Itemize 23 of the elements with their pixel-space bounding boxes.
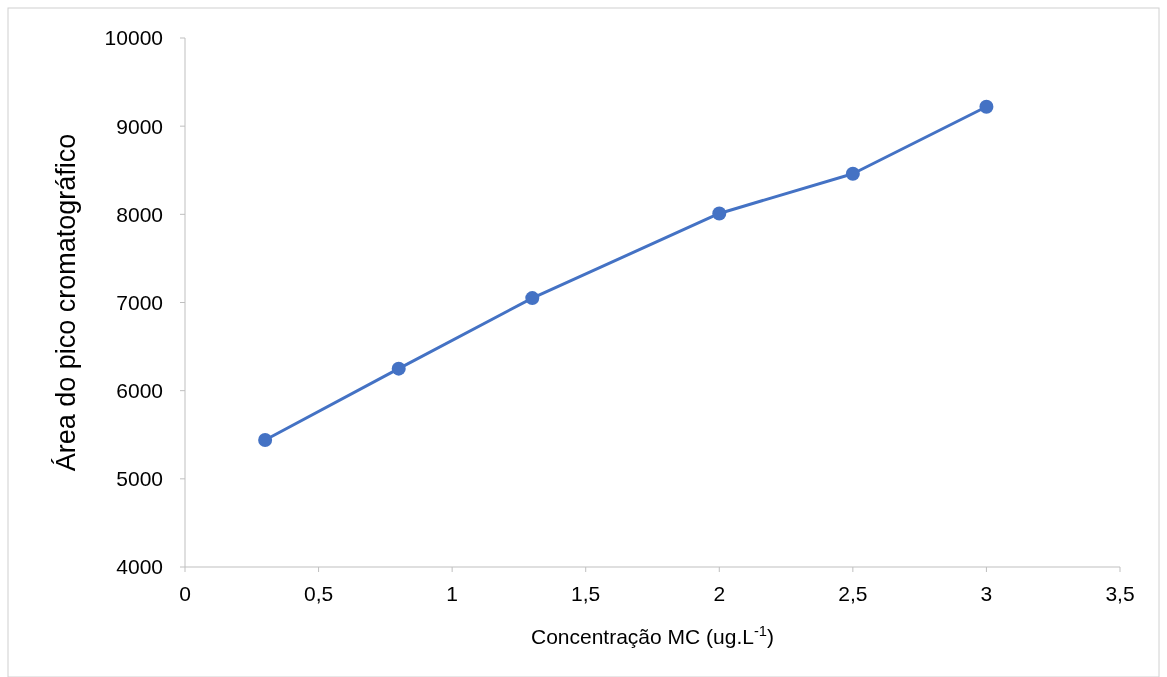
point	[391, 361, 406, 376]
x-tick-label: 3	[980, 582, 993, 605]
x-tick-label: 2,5	[838, 582, 868, 605]
x-axis-title: Concentração MC (ug.L$^{-1}$)	[530, 623, 775, 648]
y-tick-label: 9000	[116, 114, 163, 138]
y-axis-title: Área do pico cromatográfico	[51, 133, 81, 472]
x-tick-label: 1,5	[571, 582, 601, 605]
point	[712, 206, 727, 221]
point	[258, 433, 273, 448]
y-tick-label: 8000	[116, 202, 163, 226]
y-tick-label: 7000	[116, 290, 163, 314]
point	[525, 291, 540, 306]
y-tick-label: 6000	[116, 379, 163, 403]
y-tick-label: 5000	[116, 467, 163, 491]
x-tick-label: 0	[179, 582, 191, 605]
x-tick-label: 2	[713, 582, 726, 605]
x-tick-label: 1	[446, 582, 458, 605]
x-tick-label: 0,5	[303, 582, 334, 605]
point	[845, 166, 860, 181]
x-tick-label: 3,5	[1105, 582, 1135, 605]
y-tick-label: 10000	[104, 26, 163, 50]
y-tick-label: 4000	[116, 555, 163, 579]
point	[979, 99, 994, 114]
